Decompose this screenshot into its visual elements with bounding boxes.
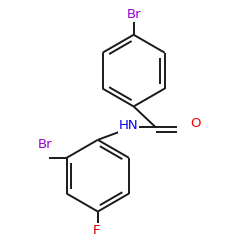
Text: F: F (93, 224, 100, 237)
Text: Br: Br (37, 138, 52, 151)
Text: O: O (190, 117, 201, 130)
Text: HN: HN (119, 119, 139, 132)
Text: Br: Br (126, 8, 141, 22)
